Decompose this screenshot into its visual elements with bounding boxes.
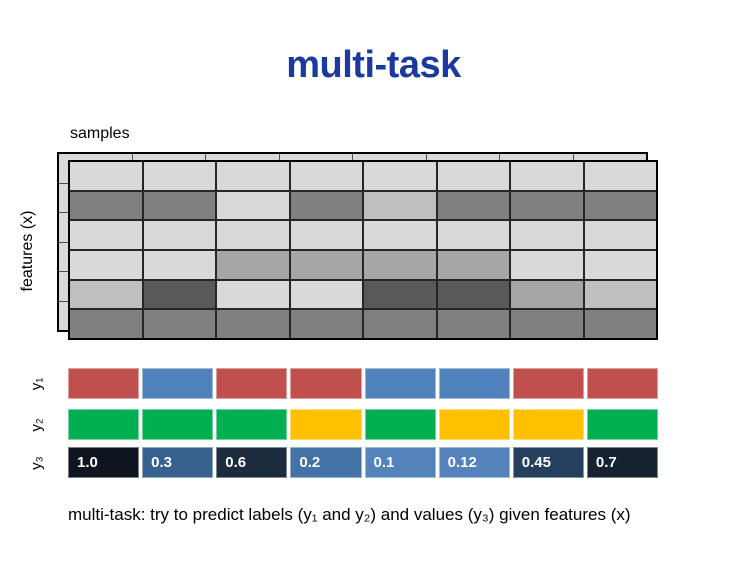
matrix-cell [143, 310, 215, 338]
y3-segment: 0.45 [512, 447, 584, 478]
matrix-cell [143, 221, 215, 249]
matrix-cell [437, 250, 509, 279]
y2-segment [512, 409, 584, 440]
y2-segment [142, 409, 214, 440]
y3-label: y₃ [28, 456, 45, 470]
matrix-cell [217, 191, 289, 220]
matrix-cell [364, 221, 436, 249]
y1-segment [586, 368, 658, 399]
matrix-cell [584, 191, 656, 220]
features-label: features (x) [19, 210, 36, 292]
y3-segment: 0.12 [438, 447, 510, 478]
matrix-cell [437, 162, 509, 190]
matrix-cell [364, 191, 436, 220]
matrix-cell [364, 162, 436, 190]
y2-labels-bar [68, 409, 658, 440]
matrix-cell [290, 280, 362, 309]
matrix-cell [290, 191, 362, 220]
matrix-cell [290, 221, 362, 249]
y2-segment [290, 409, 362, 440]
features-matrix [68, 160, 658, 340]
caption: multi-task: try to predict labels (y₁ an… [68, 505, 631, 524]
matrix-cell [70, 221, 142, 249]
matrix-cell [290, 250, 362, 279]
matrix-cell [584, 221, 656, 249]
matrix-cell [511, 191, 583, 220]
matrix-cell [511, 310, 583, 338]
matrix-cell [511, 250, 583, 279]
y3-segment: 0.6 [216, 447, 288, 478]
matrix-cell [217, 162, 289, 190]
y3-segment: 0.3 [142, 447, 214, 478]
y3-segment: 0.1 [364, 447, 436, 478]
matrix-cell [437, 221, 509, 249]
y1-segment [68, 368, 140, 399]
samples-label: samples [70, 125, 130, 142]
y2-segment [216, 409, 288, 440]
y2-segment [586, 409, 658, 440]
matrix-cell [143, 280, 215, 309]
matrix-cell [290, 310, 362, 338]
y3-segment: 1.0 [68, 447, 140, 478]
y1-segment [438, 368, 510, 399]
y3-segment: 0.7 [586, 447, 658, 478]
y1-label: y₁ [28, 377, 45, 391]
y3-segment: 0.2 [290, 447, 362, 478]
y3-values-bar: 1.0 0.3 0.6 0.2 0.1 0.12 0.45 0.7 [68, 447, 658, 478]
matrix-cell [364, 250, 436, 279]
matrix-cell [584, 280, 656, 309]
y1-segment [142, 368, 214, 399]
matrix-cell [511, 221, 583, 249]
matrix-cell [584, 250, 656, 279]
matrix-cell [437, 191, 509, 220]
matrix-cell [511, 280, 583, 309]
y2-label: y₂ [28, 418, 45, 432]
matrix-cell [143, 250, 215, 279]
matrix-cell [70, 310, 142, 338]
matrix-cell [70, 162, 142, 190]
matrix-cell [364, 310, 436, 338]
y1-segment [512, 368, 584, 399]
matrix-cell [437, 310, 509, 338]
matrix-cell [143, 191, 215, 220]
matrix-cell [217, 280, 289, 309]
matrix-cell [584, 310, 656, 338]
matrix-cell [143, 162, 215, 190]
y1-segment [216, 368, 288, 399]
matrix-cell [217, 250, 289, 279]
matrix-cell [364, 280, 436, 309]
matrix-cell [70, 250, 142, 279]
y1-segment [364, 368, 436, 399]
page-title: multi-task [286, 44, 461, 86]
matrix-cell [217, 310, 289, 338]
y2-segment [364, 409, 436, 440]
matrix-cell [70, 191, 142, 220]
matrix-cell [511, 162, 583, 190]
matrix-cell [290, 162, 362, 190]
y1-labels-bar [68, 368, 658, 399]
matrix-cell [437, 280, 509, 309]
matrix-cell [584, 162, 656, 190]
matrix-cell [70, 280, 142, 309]
matrix-cell [217, 221, 289, 249]
y1-segment [290, 368, 362, 399]
y2-segment [68, 409, 140, 440]
y2-segment [438, 409, 510, 440]
